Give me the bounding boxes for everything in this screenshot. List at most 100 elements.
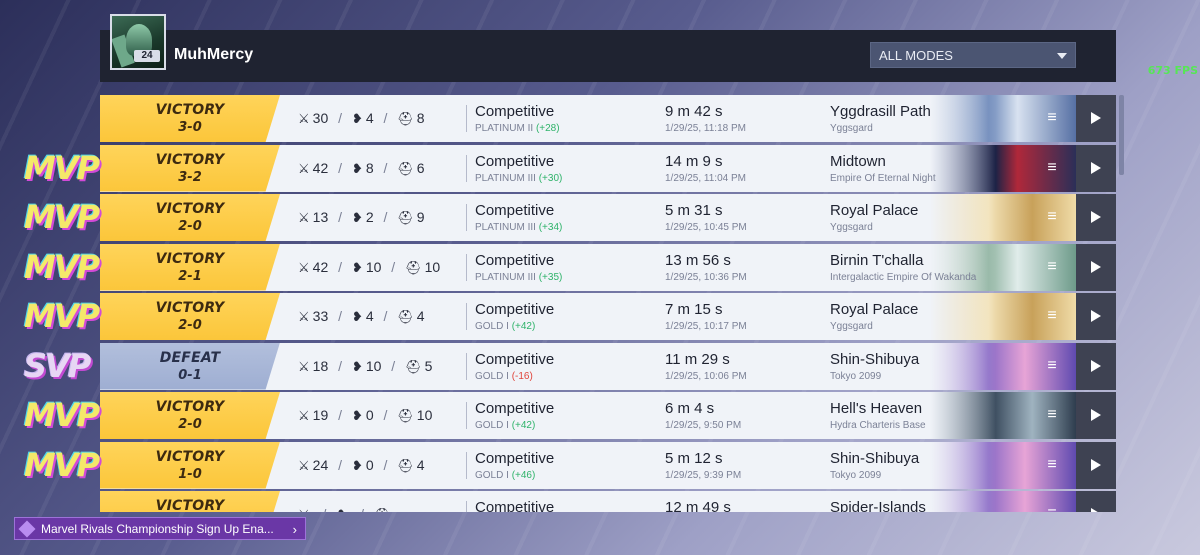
rank-tier: GOLD I bbox=[475, 370, 509, 382]
chevron-down-icon bbox=[1057, 53, 1067, 59]
rank-tier: PLATINUM III bbox=[475, 271, 536, 283]
match-datetime: 1/29/25, 10:36 PM bbox=[665, 271, 747, 283]
map-name: Yggdrasill Path bbox=[830, 103, 931, 120]
rank-info: GOLD I (+42) bbox=[475, 420, 535, 431]
map-name: Spider-Islands bbox=[830, 499, 926, 512]
avatar[interactable]: 24 bbox=[110, 14, 166, 70]
match-datetime: 1/29/25, 11:18 PM bbox=[665, 123, 746, 134]
kda-stats: ⚔ 24 / ❥ 0 / ⛑ 4 bbox=[298, 457, 425, 474]
menu-icon[interactable]: ≡ bbox=[1047, 109, 1057, 126]
match-row[interactable]: VICTORY 2-1 ⚔ 42 / ❥ 10 / ⛑ 10 Competitive … bbox=[100, 243, 1116, 291]
game-mode: Competitive bbox=[475, 152, 555, 170]
banner-text: Marvel Rivals Championship Sign Up Ena..… bbox=[41, 522, 274, 536]
rank-change: (+30) bbox=[538, 172, 563, 184]
menu-icon[interactable]: ≡ bbox=[1042, 505, 1062, 512]
separator: / bbox=[338, 308, 343, 324]
map-thumbnail bbox=[930, 144, 1076, 192]
deaths-value: 0 bbox=[365, 456, 374, 473]
replay-button[interactable] bbox=[1076, 194, 1116, 241]
match-duration: 14 m 9 s bbox=[665, 152, 723, 170]
menu-icon[interactable]: ≡ bbox=[1047, 356, 1057, 374]
broken-heart-icon: ❥ bbox=[351, 457, 363, 473]
replay-button[interactable] bbox=[1076, 144, 1116, 192]
map-name: Shin-Shibuya bbox=[830, 449, 920, 467]
deaths-value: 2 bbox=[365, 209, 374, 225]
helmet-icon: ⛑ bbox=[405, 259, 422, 275]
menu-icon[interactable]: ≡ bbox=[1047, 455, 1057, 473]
divider bbox=[466, 253, 467, 281]
match-row[interactable]: DEFEAT 0-1 ⚔ 18 / ❥ 10 / ⛑ 5 Competitive GO… bbox=[100, 342, 1116, 390]
crossed-swords-icon: ⚔ bbox=[298, 507, 310, 512]
replay-button[interactable] bbox=[1076, 392, 1116, 439]
kills-value: 42 bbox=[312, 159, 329, 176]
kda-stats: ⚔ 30 / ❥ 4 / ⛑ 8 bbox=[298, 110, 425, 127]
mode-filter-dropdown[interactable]: ALL MODES bbox=[870, 42, 1076, 68]
match-row[interactable]: VICTORY ⚔ / ❥ / ⛑ Competitive 12 m 49 s … bbox=[100, 491, 1116, 512]
result-score: 2-1 bbox=[178, 268, 202, 284]
map-thumbnail bbox=[930, 342, 1076, 390]
kills-value: 19 bbox=[312, 407, 329, 423]
menu-icon[interactable]: ≡ bbox=[1047, 208, 1057, 225]
divider bbox=[466, 303, 467, 330]
crossed-swords-icon: ⚔ bbox=[298, 210, 310, 225]
helmet-icon: ⛑ bbox=[397, 210, 414, 225]
crossed-swords-icon: ⚔ bbox=[298, 111, 310, 126]
deaths-value: 4 bbox=[365, 110, 374, 126]
match-row[interactable]: VICTORY 1-0 ⚔ 24 / ❥ 0 / ⛑ 4 Competitive GO… bbox=[100, 441, 1116, 489]
result-label: VICTORY bbox=[155, 151, 225, 168]
championship-banner[interactable]: Marvel Rivals Championship Sign Up Ena..… bbox=[14, 517, 306, 540]
assists-value: 5 bbox=[424, 357, 433, 374]
match-row[interactable]: VICTORY 2-0 ⚔ 19 / ❥ 0 / ⛑ 10 Competitive G… bbox=[100, 392, 1116, 439]
replay-button[interactable] bbox=[1076, 342, 1116, 390]
kills-value: 24 bbox=[312, 456, 329, 473]
result-score: 2-0 bbox=[178, 417, 202, 432]
match-history-list[interactable]: VICTORY 3-0 ⚔ 30 / ❥ 4 / ⛑ 8 Competitive PL… bbox=[100, 92, 1116, 512]
rank-info: PLATINUM II (+28) bbox=[475, 123, 560, 134]
replay-button[interactable] bbox=[1076, 293, 1116, 340]
match-row[interactable]: VICTORY 3-0 ⚔ 30 / ❥ 4 / ⛑ 8 Competitive PL… bbox=[100, 95, 1116, 142]
result-label: VICTORY bbox=[155, 250, 225, 267]
match-row[interactable]: VICTORY 2-0 ⚔ 33 / ❥ 4 / ⛑ 4 Competitive GO… bbox=[100, 293, 1116, 340]
replay-button[interactable] bbox=[1076, 491, 1116, 512]
match-datetime: 1/29/25, 9:50 PM bbox=[665, 420, 742, 431]
divider bbox=[466, 402, 467, 429]
kills-value: 13 bbox=[312, 209, 329, 225]
assists-value: 10 bbox=[424, 258, 441, 275]
replay-button[interactable] bbox=[1076, 95, 1116, 142]
match-row[interactable]: VICTORY 2-0 ⚔ 13 / ❥ 2 / ⛑ 9 Competitive PL… bbox=[100, 194, 1116, 241]
menu-icon[interactable]: ≡ bbox=[1047, 158, 1057, 176]
replay-button[interactable] bbox=[1076, 441, 1116, 489]
helmet-icon: ⛑ bbox=[397, 457, 414, 473]
divider bbox=[466, 105, 467, 132]
match-row[interactable]: VICTORY 3-2 ⚔ 42 / ❥ 8 / ⛑ 6 Competitive PL… bbox=[100, 144, 1116, 192]
broken-heart-icon: ❥ bbox=[351, 309, 363, 324]
mvp-badge: MVP bbox=[24, 297, 100, 335]
match-duration: 13 m 56 s bbox=[665, 251, 731, 269]
rank-change: (+42) bbox=[511, 420, 536, 431]
rank-change: (+28) bbox=[535, 123, 560, 134]
separator: / bbox=[391, 357, 396, 374]
separator: / bbox=[360, 506, 364, 512]
menu-icon[interactable]: ≡ bbox=[1047, 307, 1057, 324]
mvp-badge: MVP bbox=[24, 198, 100, 236]
play-icon bbox=[1091, 161, 1101, 174]
divider bbox=[466, 352, 467, 380]
broken-heart-icon: ❥ bbox=[351, 210, 363, 225]
result-banner: VICTORY 2-0 bbox=[100, 293, 280, 340]
result-score: 3-0 bbox=[178, 120, 202, 135]
broken-heart-icon: ❥ bbox=[351, 408, 363, 423]
fps-counter: 673 FPS bbox=[1147, 64, 1198, 77]
map-name: Birnin T'challa bbox=[830, 251, 924, 269]
scrollbar[interactable] bbox=[1119, 95, 1124, 175]
rank-info: GOLD I (+46) bbox=[475, 470, 535, 481]
result-banner: VICTORY bbox=[100, 491, 280, 512]
rank-change: (+42) bbox=[511, 321, 536, 332]
game-mode: Competitive bbox=[475, 202, 555, 219]
separator: / bbox=[338, 407, 343, 423]
menu-icon[interactable]: ≡ bbox=[1047, 406, 1057, 423]
mvp-badge: MVP bbox=[24, 247, 100, 286]
result-banner: VICTORY 2-0 bbox=[100, 194, 280, 241]
result-banner: VICTORY 3-0 bbox=[100, 95, 280, 142]
replay-button[interactable] bbox=[1076, 243, 1116, 291]
menu-icon[interactable]: ≡ bbox=[1047, 257, 1057, 275]
